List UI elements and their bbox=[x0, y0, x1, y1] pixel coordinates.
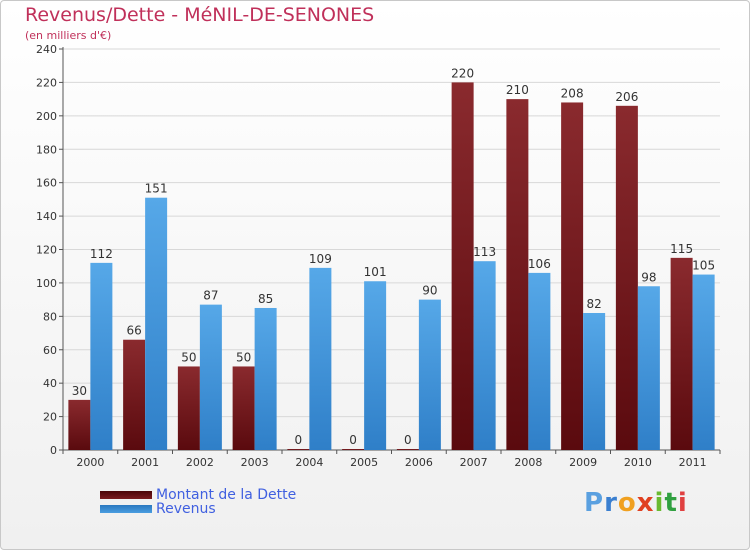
legend-label-dette: Montant de la Dette bbox=[156, 487, 297, 503]
data-label: 90 bbox=[422, 284, 437, 298]
x-tick-label: 2009 bbox=[569, 456, 597, 469]
x-tick-label: 2001 bbox=[131, 456, 159, 469]
logo-letter: t bbox=[664, 488, 678, 518]
data-label: 151 bbox=[145, 182, 168, 196]
y-tick-label: 160 bbox=[36, 177, 57, 190]
y-tick-label: 240 bbox=[36, 43, 57, 56]
y-tick-label: 140 bbox=[36, 210, 57, 223]
bar-revenus bbox=[692, 274, 715, 450]
bar-revenus bbox=[637, 286, 660, 450]
legend-swatch-revenus bbox=[100, 505, 152, 513]
x-tick-label: 2005 bbox=[350, 456, 378, 469]
chart-subtitle: (en milliers d'€) bbox=[25, 29, 112, 42]
data-label: 66 bbox=[126, 324, 141, 338]
legend-item-dette: Montant de la Dette bbox=[100, 487, 297, 503]
x-tick-label: 2004 bbox=[295, 456, 323, 469]
bar-revenus bbox=[199, 304, 222, 450]
data-label: 113 bbox=[473, 245, 496, 259]
bar-dette bbox=[451, 82, 474, 451]
logo-letter: x bbox=[636, 488, 655, 518]
logo-letter: i bbox=[677, 488, 688, 518]
bar-dette bbox=[287, 449, 310, 450]
bar-revenus bbox=[528, 272, 551, 450]
bar-revenus bbox=[145, 197, 168, 450]
y-tick-label: 100 bbox=[36, 277, 57, 290]
logo-letter: o bbox=[617, 488, 637, 518]
data-label: 105 bbox=[692, 259, 715, 273]
chart-title: Revenus/Dette - MéNIL-DE-SENONES bbox=[25, 4, 375, 26]
x-tick-label: 2010 bbox=[624, 456, 652, 469]
logo-letter: r bbox=[604, 488, 618, 518]
data-label: 208 bbox=[561, 86, 584, 100]
bar-dette bbox=[342, 449, 365, 450]
bar-dette bbox=[561, 102, 584, 450]
bar-dette bbox=[615, 105, 638, 450]
bar-dette bbox=[670, 257, 693, 450]
data-label: 206 bbox=[615, 90, 638, 104]
bar-revenus bbox=[254, 307, 277, 450]
x-tick-label: 2011 bbox=[679, 456, 707, 469]
bar-dette bbox=[123, 339, 146, 450]
x-tick-label: 2007 bbox=[460, 456, 488, 469]
data-label: 109 bbox=[309, 252, 332, 266]
data-label: 87 bbox=[203, 289, 218, 303]
y-tick-label: 220 bbox=[36, 76, 57, 89]
y-tick-label: 20 bbox=[43, 411, 57, 424]
data-label: 112 bbox=[90, 247, 113, 261]
data-label: 82 bbox=[586, 297, 601, 311]
x-tick-label: 2003 bbox=[241, 456, 269, 469]
x-tick-label: 2000 bbox=[76, 456, 104, 469]
logo-letter: i bbox=[654, 488, 665, 518]
data-label: 98 bbox=[641, 270, 656, 284]
bar-revenus bbox=[418, 299, 441, 450]
x-tick-label: 2006 bbox=[405, 456, 433, 469]
bar-revenus bbox=[90, 262, 113, 450]
x-tick-label: 2002 bbox=[186, 456, 214, 469]
legend-swatch-dette bbox=[100, 491, 152, 499]
bar-revenus bbox=[309, 267, 332, 450]
bar-dette bbox=[177, 366, 200, 450]
bar-revenus bbox=[473, 261, 496, 450]
data-label: 0 bbox=[349, 433, 357, 447]
logo-letter: P bbox=[584, 488, 605, 518]
y-tick-label: 180 bbox=[36, 143, 57, 156]
proxiti-logo: Proxiti bbox=[584, 488, 688, 518]
x-tick-label: 2008 bbox=[514, 456, 542, 469]
data-label: 30 bbox=[72, 384, 87, 398]
data-label: 85 bbox=[258, 292, 273, 306]
bar-dette bbox=[506, 99, 529, 450]
bar-dette bbox=[68, 399, 91, 450]
legend-label-revenus: Revenus bbox=[156, 501, 216, 517]
data-label: 101 bbox=[364, 265, 387, 279]
bar-dette bbox=[232, 366, 255, 450]
data-label: 210 bbox=[506, 83, 529, 97]
bar-revenus bbox=[364, 281, 387, 450]
y-tick-label: 80 bbox=[43, 310, 57, 323]
data-label: 50 bbox=[236, 350, 251, 364]
bar-revenus bbox=[583, 312, 606, 450]
bar-dette bbox=[396, 449, 419, 450]
data-label: 115 bbox=[670, 242, 693, 256]
y-tick-label: 40 bbox=[43, 377, 57, 390]
y-tick-label: 120 bbox=[36, 244, 57, 257]
data-label: 106 bbox=[528, 257, 551, 271]
legend-item-revenus: Revenus bbox=[100, 501, 216, 517]
data-label: 50 bbox=[181, 350, 196, 364]
data-label: 0 bbox=[404, 433, 412, 447]
y-tick-label: 60 bbox=[43, 344, 57, 357]
y-tick-label: 200 bbox=[36, 110, 57, 123]
data-label: 220 bbox=[451, 66, 474, 80]
y-tick-label: 0 bbox=[50, 444, 57, 457]
data-label: 0 bbox=[295, 433, 303, 447]
